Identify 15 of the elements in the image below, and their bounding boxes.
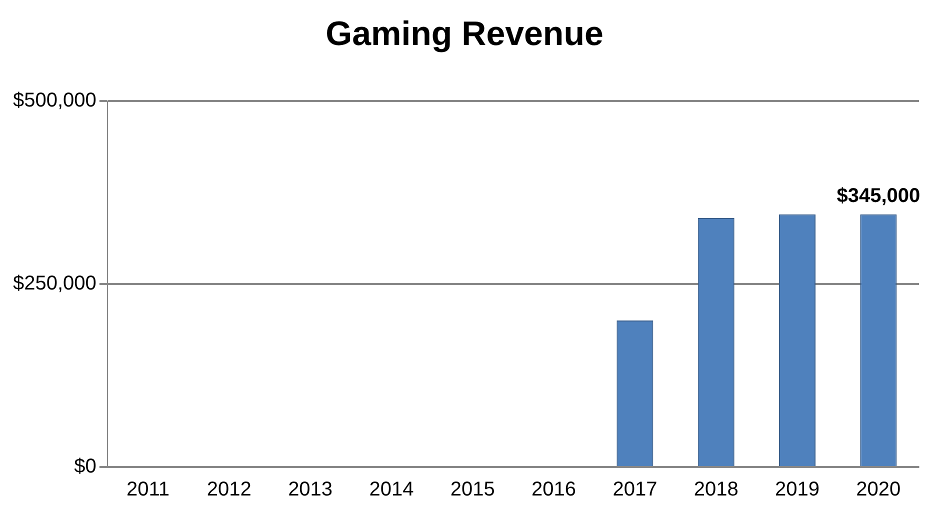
x-tick-label: 2013	[288, 478, 333, 501]
x-tick-label: 2020	[856, 478, 901, 501]
y-tick-label: $250,000	[12, 272, 96, 294]
x-tick-label: 2015	[450, 478, 495, 501]
x-tick-label: 2018	[694, 478, 738, 501]
y-tick-label: $0	[74, 456, 96, 478]
y-tick-label: $500,000	[12, 89, 96, 112]
x-tick-label: 2019	[775, 478, 820, 501]
x-tick-label: 2017	[612, 478, 658, 501]
x-tick-label: 2014	[369, 478, 414, 501]
data-label: $345,000	[836, 184, 920, 207]
x-tick-label: 2011	[126, 478, 170, 501]
chart-title: Gaming Revenue	[326, 14, 604, 53]
x-tick-label: 2012	[206, 478, 252, 501]
x-tick-label: 2016	[532, 478, 576, 501]
